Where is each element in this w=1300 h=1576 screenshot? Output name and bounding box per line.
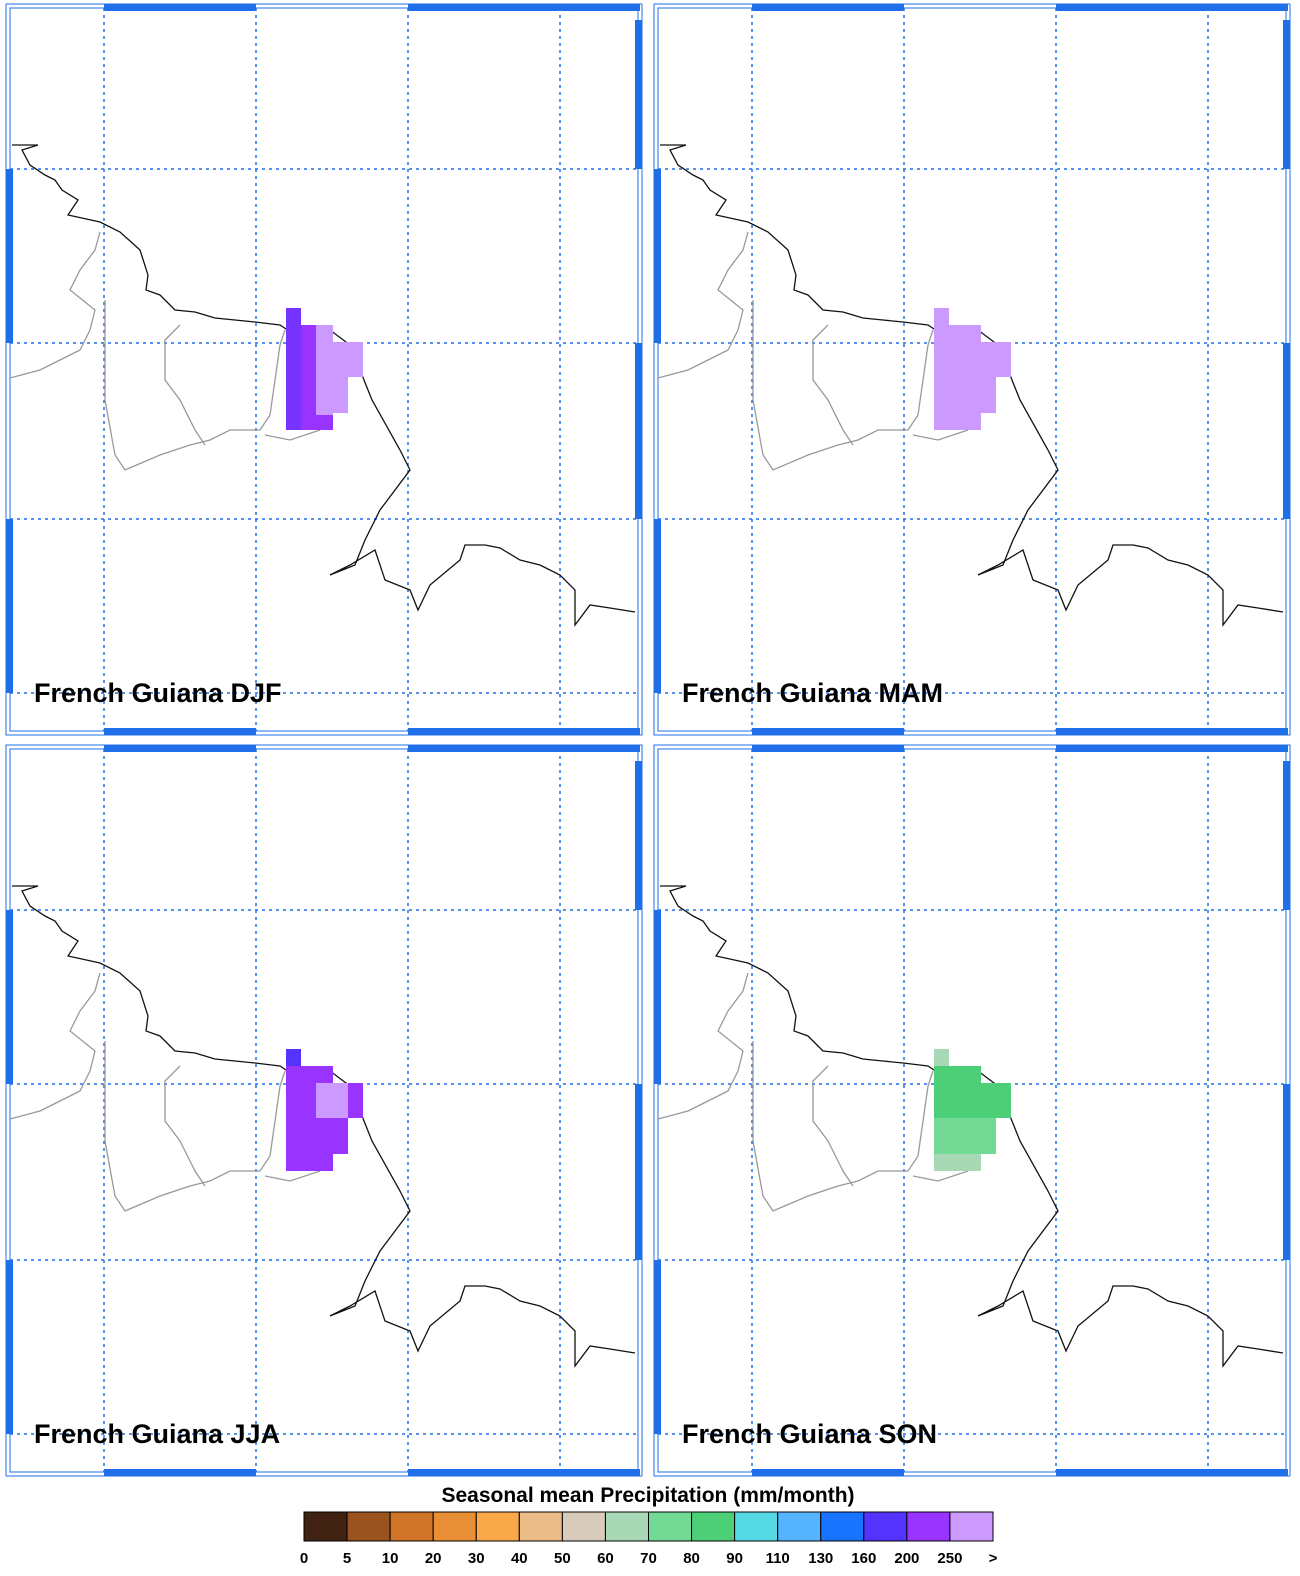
colorbar-label: 10	[382, 1550, 399, 1567]
colorbar-swatch	[949, 1511, 994, 1542]
colorbar-label: 20	[425, 1550, 442, 1567]
colorbar-swatch	[518, 1511, 563, 1542]
colorbar-label: 90	[726, 1550, 743, 1567]
colorbar-swatch	[346, 1511, 391, 1542]
colorbar: 0 5 10 20 30 40 50 60 70 80 90 110 130 160 200 250 >	[300, 1511, 998, 1567]
colorbar-swatch	[389, 1511, 434, 1542]
colorbar-label: 200	[894, 1550, 919, 1567]
colorbar-swatch	[734, 1511, 779, 1542]
panel-title: French Guiana JJA	[34, 1419, 280, 1449]
colorbar-label: 50	[554, 1550, 571, 1567]
colorbar-label: 130	[808, 1550, 833, 1567]
colorbar-swatch	[475, 1511, 520, 1542]
colorbar-swatch	[777, 1511, 822, 1542]
colorbar-title: Seasonal mean Precipitation (mm/month)	[441, 1484, 854, 1507]
colorbar-swatch	[906, 1511, 951, 1542]
colorbar-label: 250	[937, 1550, 962, 1567]
colorbar-label: 60	[597, 1550, 614, 1567]
colorbar-label: >	[989, 1550, 998, 1567]
panel-djf: French Guiana DJF	[5, 3, 643, 736]
colorbar-label: 160	[851, 1550, 876, 1567]
colorbar-swatch	[820, 1511, 865, 1542]
colorbar-swatch	[432, 1511, 477, 1542]
panel-jja: French Guiana JJA	[5, 744, 643, 1477]
colorbar-label: 30	[468, 1550, 485, 1567]
panel-son: French Guiana SON	[653, 744, 1291, 1477]
colorbar-swatch	[561, 1511, 606, 1542]
colorbar-label: 0	[300, 1550, 308, 1567]
panel-title: French Guiana DJF	[34, 678, 282, 708]
colorbar-swatch	[648, 1511, 693, 1542]
panel-title: French Guiana MAM	[682, 678, 943, 708]
colorbar-label: 40	[511, 1550, 528, 1567]
colorbar-label: 80	[683, 1550, 700, 1567]
colorbar-swatch	[604, 1511, 649, 1542]
colorbar-label: 70	[640, 1550, 657, 1567]
colorbar-swatch	[863, 1511, 908, 1542]
panel-mam: French Guiana MAM	[653, 3, 1291, 736]
colorbar-swatch	[303, 1511, 348, 1542]
colorbar-label: 5	[343, 1550, 351, 1567]
panel-title: French Guiana SON	[682, 1419, 937, 1449]
colorbar-swatch	[691, 1511, 736, 1542]
colorbar-label: 110	[766, 1550, 790, 1567]
